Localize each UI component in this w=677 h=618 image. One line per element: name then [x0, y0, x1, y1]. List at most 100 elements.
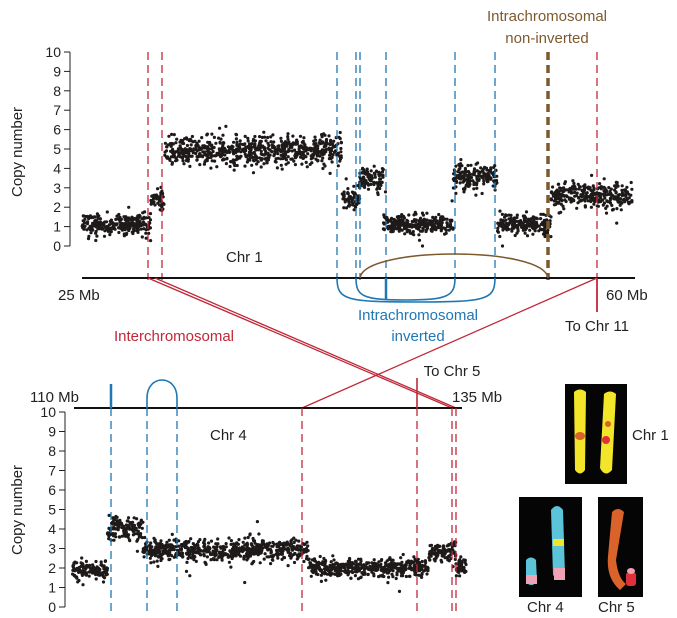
chr4-point-seg2	[282, 555, 286, 559]
chr1-y-tick-label: 8	[53, 83, 61, 99]
chr1-point-seg0	[87, 217, 91, 221]
chr4-inv-loop	[146, 379, 178, 408]
chr1-point-seg5	[386, 227, 390, 231]
chr4-point-seg3	[425, 572, 429, 576]
chr4-point-seg2	[247, 554, 251, 558]
chr1-point-seg4	[374, 170, 379, 174]
chr4-point-seg2	[186, 556, 190, 561]
chr1-point-seg2	[269, 149, 273, 153]
chr4-point-seg2	[263, 552, 267, 556]
chr1-point-seg1	[152, 200, 156, 204]
chr1-point-seg2	[309, 157, 313, 161]
chr1-point-seg5	[408, 231, 412, 235]
chr4-point-seg3	[316, 572, 320, 577]
chr1-point-seg8	[610, 208, 615, 212]
chr1-point-seg4	[379, 183, 383, 187]
chr1-point-seg2	[224, 162, 228, 166]
chr4-point-seg2	[154, 545, 158, 549]
chr1-point-seg2	[274, 160, 278, 164]
connector-b	[154, 277, 457, 409]
chr4-point-seg1	[107, 537, 111, 541]
chr4-point-seg1	[117, 535, 122, 539]
chr1-point-seg2	[259, 149, 263, 153]
chr4-point-seg2	[196, 543, 200, 547]
chr4-point-seg0	[89, 568, 93, 572]
chr4-point-seg2	[205, 550, 209, 554]
chr4-point-seg2	[258, 549, 262, 553]
chr4-point-seg2	[157, 550, 161, 555]
chr4-point-seg2	[199, 553, 203, 557]
chr1-point-seg7	[531, 232, 535, 236]
chr1-point-seg2	[182, 154, 186, 158]
chr1-point-seg2	[175, 137, 179, 141]
chr1-point-seg6	[454, 179, 459, 183]
chr4-point-seg2	[189, 548, 193, 552]
chr4-point-seg0	[71, 564, 75, 568]
chr1-point-seg2	[225, 156, 229, 160]
chr1-point-seg5	[432, 222, 436, 226]
chr1-point-seg0	[136, 226, 140, 230]
chr4-point-seg1	[132, 523, 136, 527]
chr4-point-seg1	[126, 533, 131, 537]
chr1-point-seg7	[546, 228, 550, 232]
chr4-point-seg3	[349, 576, 353, 580]
chr1-point-seg0	[93, 215, 97, 219]
chr4-point-seg2	[157, 546, 161, 550]
chr4-point-seg2	[250, 552, 254, 556]
chr1-point-seg8	[622, 188, 626, 192]
chr1-point-seg2	[178, 140, 182, 144]
chr1-point-seg2	[163, 141, 167, 145]
chr1-point-seg2	[228, 164, 232, 169]
chr1-point-seg2	[210, 147, 214, 151]
chr4-point-seg2	[231, 554, 235, 559]
chr1-point-seg0	[109, 221, 114, 225]
chr1-point-seg8	[572, 181, 576, 185]
chr4-point-seg3	[324, 571, 328, 576]
chr1-point-seg2	[198, 154, 202, 158]
chr4-point-seg0	[105, 566, 109, 570]
chr1-point-seg8	[561, 204, 565, 208]
chr4-point-seg2	[156, 555, 160, 559]
chr4-point-seg3	[334, 569, 338, 573]
chr1-point-seg7	[508, 218, 513, 222]
chr4-point-seg4	[428, 558, 432, 562]
chr1-point-seg5	[443, 217, 447, 221]
chr1-point-seg5	[443, 226, 447, 230]
chr1-point-seg6	[475, 169, 479, 173]
chr1-y-tick-label: 10	[45, 44, 61, 60]
chr4-point-seg3	[351, 570, 355, 575]
chr4-point-seg2	[246, 535, 250, 540]
chr4-point-seg2	[304, 550, 308, 554]
chr1-point-seg8	[620, 194, 625, 198]
chr1-point-seg4	[362, 176, 366, 181]
chr1-point-seg2	[312, 149, 316, 153]
chr1-point-seg4	[364, 172, 368, 176]
chr4-point-seg1	[136, 538, 140, 542]
chr4-point-seg2	[172, 548, 176, 552]
chr4-point-seg2	[223, 548, 227, 552]
chr4-point-seg2	[260, 546, 264, 550]
chr4-point-seg3	[409, 559, 413, 563]
chr4-point-seg2	[243, 543, 247, 547]
chr4-point-seg2	[165, 540, 169, 544]
chr4-point-seg3	[392, 561, 396, 566]
chr1-y-axis: 0 1 2 3 4 5 6 7 8 9 10	[45, 44, 71, 254]
connector-a	[147, 277, 453, 409]
chr1-point-seg0	[122, 215, 126, 219]
chr1-point-seg2	[321, 148, 325, 152]
chr4-point-seg3	[331, 554, 335, 558]
chr1-point-seg0	[139, 223, 143, 228]
chr1-point-seg8	[592, 186, 596, 190]
chr1-point-seg3	[346, 187, 350, 191]
chr1-point-seg2	[208, 151, 212, 155]
chr1-point-seg2	[253, 134, 257, 139]
chr1-point-seg0	[95, 234, 99, 238]
chr1-point-seg0	[147, 216, 151, 220]
chr4-point-seg2	[244, 547, 248, 551]
chr1-point-seg2	[237, 155, 241, 159]
chr1-point-seg2	[255, 162, 259, 166]
chr1-point-seg4	[381, 167, 385, 172]
chr4-point-seg3	[406, 561, 410, 565]
chr1-point-seg5	[429, 220, 433, 224]
chr1-point-seg3	[353, 191, 357, 195]
